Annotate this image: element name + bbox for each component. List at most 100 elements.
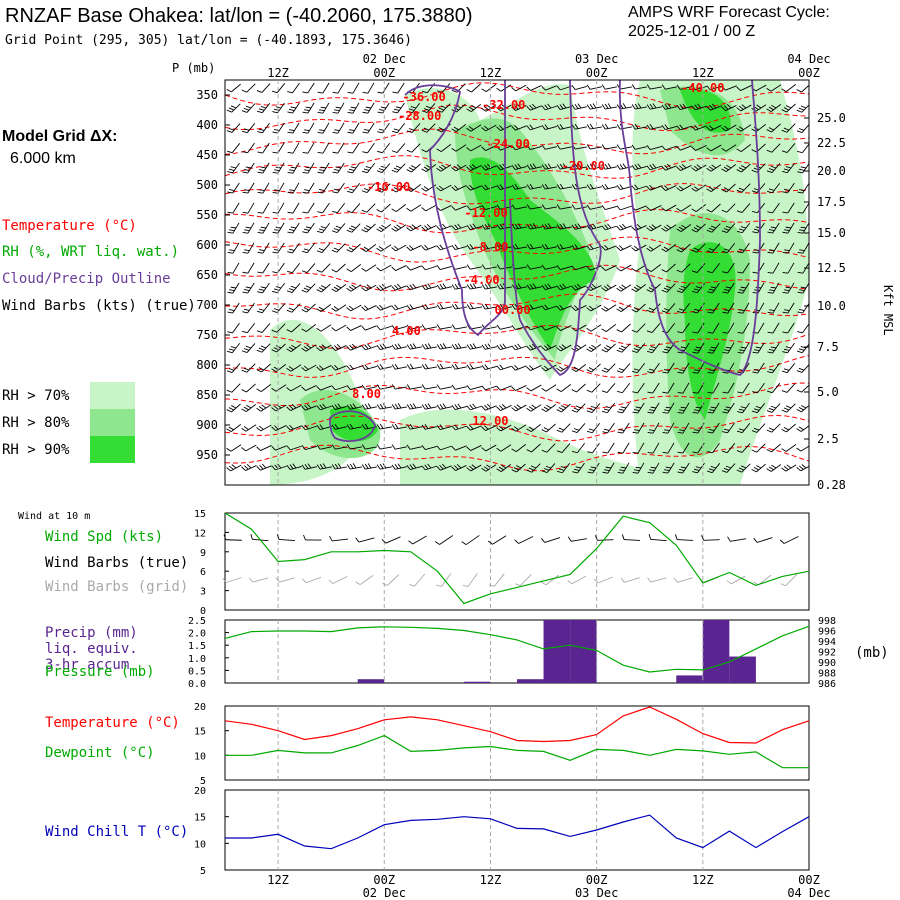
wind-barb bbox=[676, 223, 692, 233]
wind-barb bbox=[242, 302, 255, 314]
wind-barb bbox=[227, 322, 240, 334]
wind-barb bbox=[242, 262, 255, 274]
top-tick-label: 12Z bbox=[480, 66, 502, 80]
wind-barb bbox=[706, 125, 722, 131]
wind-barb bbox=[586, 324, 602, 332]
wind-barb bbox=[571, 103, 587, 110]
wind-barb bbox=[691, 243, 706, 253]
wind-barb bbox=[572, 462, 585, 474]
wind-barb bbox=[511, 163, 527, 171]
wind-barb bbox=[646, 163, 662, 171]
wind-barb bbox=[361, 444, 377, 450]
wind-barb bbox=[301, 385, 317, 391]
pressure-tick-label: 992 bbox=[818, 648, 836, 659]
wind-barb bbox=[362, 82, 375, 94]
surface-grid-barb bbox=[249, 577, 269, 583]
wind-barb bbox=[391, 203, 407, 213]
wind-barb bbox=[766, 383, 781, 394]
page-title: RNZAF Base Ohakea: lat/lon = (-40.2060, … bbox=[5, 5, 473, 27]
pressure-line bbox=[224, 625, 810, 673]
surface-grid-barb bbox=[647, 577, 667, 583]
legend-precip-1: Precip (mm) bbox=[45, 625, 138, 641]
wind-barb bbox=[586, 383, 601, 393]
wind-barb bbox=[752, 362, 765, 374]
wind-barb bbox=[286, 445, 302, 451]
precip-bar bbox=[570, 620, 597, 683]
wind-barb bbox=[436, 244, 452, 251]
wind-barb bbox=[766, 464, 782, 472]
legend-pressure: Pressure (mb) bbox=[45, 664, 155, 680]
wind-barb bbox=[406, 363, 422, 370]
wind-barb bbox=[647, 402, 660, 414]
wind-barb bbox=[481, 104, 497, 112]
wind-barb bbox=[632, 422, 645, 434]
wind-barb bbox=[286, 283, 301, 293]
wind-barb bbox=[737, 402, 750, 414]
wind-barb bbox=[286, 463, 302, 471]
wind-barb bbox=[466, 343, 482, 350]
wind-barb bbox=[766, 103, 782, 113]
legend-rh80-swatch bbox=[90, 409, 135, 436]
wind-barb bbox=[257, 262, 270, 274]
wind-barb bbox=[286, 323, 301, 333]
wind-barb bbox=[496, 264, 512, 270]
wind-barb bbox=[586, 144, 602, 150]
wind-barb bbox=[601, 103, 617, 110]
wind-barb bbox=[227, 342, 241, 354]
wind-barb bbox=[766, 163, 781, 173]
temperature-line bbox=[224, 706, 810, 744]
wind-barb bbox=[256, 83, 271, 93]
height-tick-label: 25.0 bbox=[817, 111, 846, 125]
wind-barb bbox=[376, 343, 392, 351]
height-tick-label: 2.5 bbox=[817, 432, 839, 446]
pressure-tick-label: 850 bbox=[196, 388, 218, 402]
legend-rh: RH (%, WRT liq. wat.) bbox=[2, 244, 179, 260]
wind-barb bbox=[301, 445, 317, 451]
y-tick-label: 9 bbox=[200, 548, 206, 559]
wind-barb bbox=[421, 184, 437, 192]
legend-rh70-swatch bbox=[90, 382, 135, 409]
legend-rh80-label: RH > 80% bbox=[2, 415, 70, 431]
wind-barb bbox=[526, 183, 542, 190]
wind-barb bbox=[692, 282, 706, 294]
wind-barb bbox=[436, 403, 452, 410]
wind-barb bbox=[691, 85, 707, 91]
cloud-outline-right bbox=[618, 80, 761, 376]
wind-barb bbox=[631, 84, 647, 90]
pressure-tick-label: 998 bbox=[818, 616, 836, 627]
y-tick-label: 20 bbox=[194, 786, 206, 797]
wind-barb bbox=[377, 142, 391, 154]
wind-barb bbox=[677, 402, 690, 414]
wind-barb bbox=[571, 85, 587, 91]
wind-barb bbox=[736, 183, 751, 193]
wind-barb bbox=[647, 462, 660, 474]
wind-barb bbox=[272, 162, 285, 174]
y-tick-label: 0.5 bbox=[188, 666, 206, 677]
wind-barb bbox=[302, 242, 316, 254]
wind-barb bbox=[631, 283, 647, 293]
wind-barb bbox=[451, 303, 467, 310]
wind-barb bbox=[586, 123, 602, 130]
wind-barb bbox=[436, 164, 452, 172]
wind-barb bbox=[257, 182, 270, 194]
upper-wind-barbs bbox=[226, 82, 809, 474]
wind-barb bbox=[646, 145, 662, 151]
wind-barb bbox=[751, 423, 766, 433]
wind-barb bbox=[797, 242, 809, 254]
wind-barb bbox=[767, 222, 780, 234]
wind-barb bbox=[766, 423, 781, 433]
wind-barb bbox=[601, 144, 617, 150]
wind-barb bbox=[706, 164, 722, 172]
wind-barb bbox=[661, 263, 676, 273]
wind-barb bbox=[647, 362, 660, 374]
wind-barb bbox=[721, 203, 736, 213]
wind-barb bbox=[242, 182, 255, 194]
y-tick-label: 15 bbox=[194, 813, 206, 824]
wind-barb bbox=[451, 223, 467, 231]
wind-barb bbox=[601, 123, 617, 130]
wind-barb bbox=[601, 223, 617, 231]
y-tick-label: 10 bbox=[194, 751, 206, 762]
wind-speed-line bbox=[224, 512, 810, 605]
wind-barb bbox=[586, 265, 602, 271]
wind-barb bbox=[481, 425, 497, 431]
